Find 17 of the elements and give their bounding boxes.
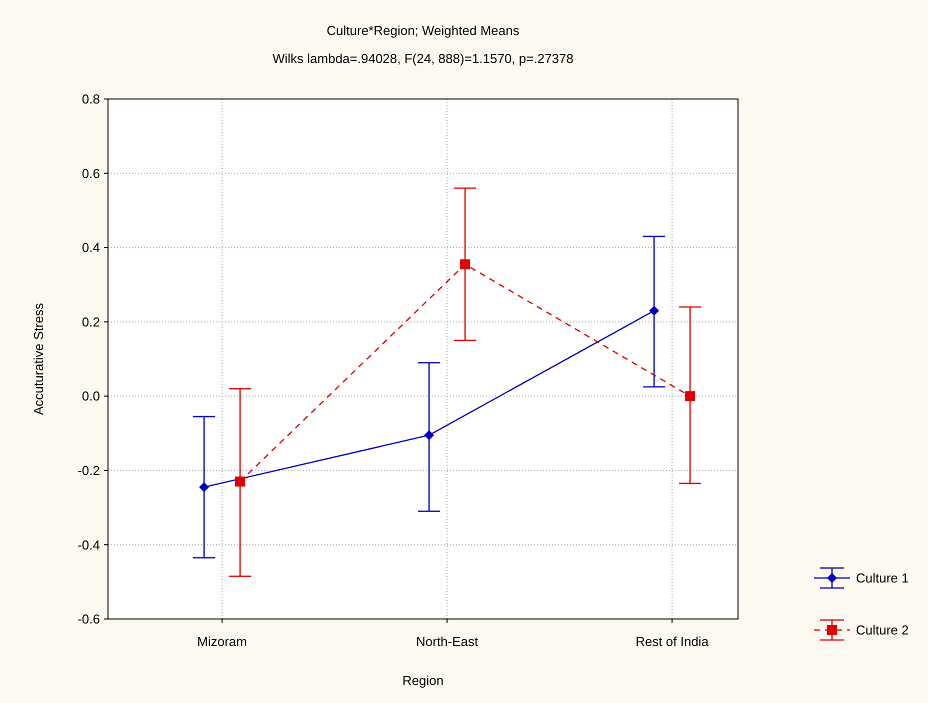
x-tick-label: Rest of India [636,634,710,649]
legend-label: Culture 2 [856,622,909,638]
chart-subtitle: Wilks lambda=.94028, F(24, 888)=1.1570, p=.27378 [272,51,574,66]
legend-label: Culture 1 [856,570,909,586]
y-axis-title: Accuturative Stress [31,302,46,415]
x-tick-label: Mizoram [197,634,247,649]
y-tick-label: -0.6 [78,612,100,627]
y-tick-label: 0.8 [82,92,100,107]
y-tick-label: 0.4 [82,240,100,256]
y-tick-label: 0.2 [82,314,100,330]
x-tick-label: North-East [416,634,479,649]
y-tick-label: 0.0 [82,388,100,404]
y-tick-label: -0.4 [78,537,100,552]
y-tick-label: 0.6 [82,166,100,181]
x-axis-title: Region [402,673,444,688]
y-tick-label: -0.2 [78,462,100,478]
chart-title: Culture*Region; Weighted Means [326,23,520,38]
